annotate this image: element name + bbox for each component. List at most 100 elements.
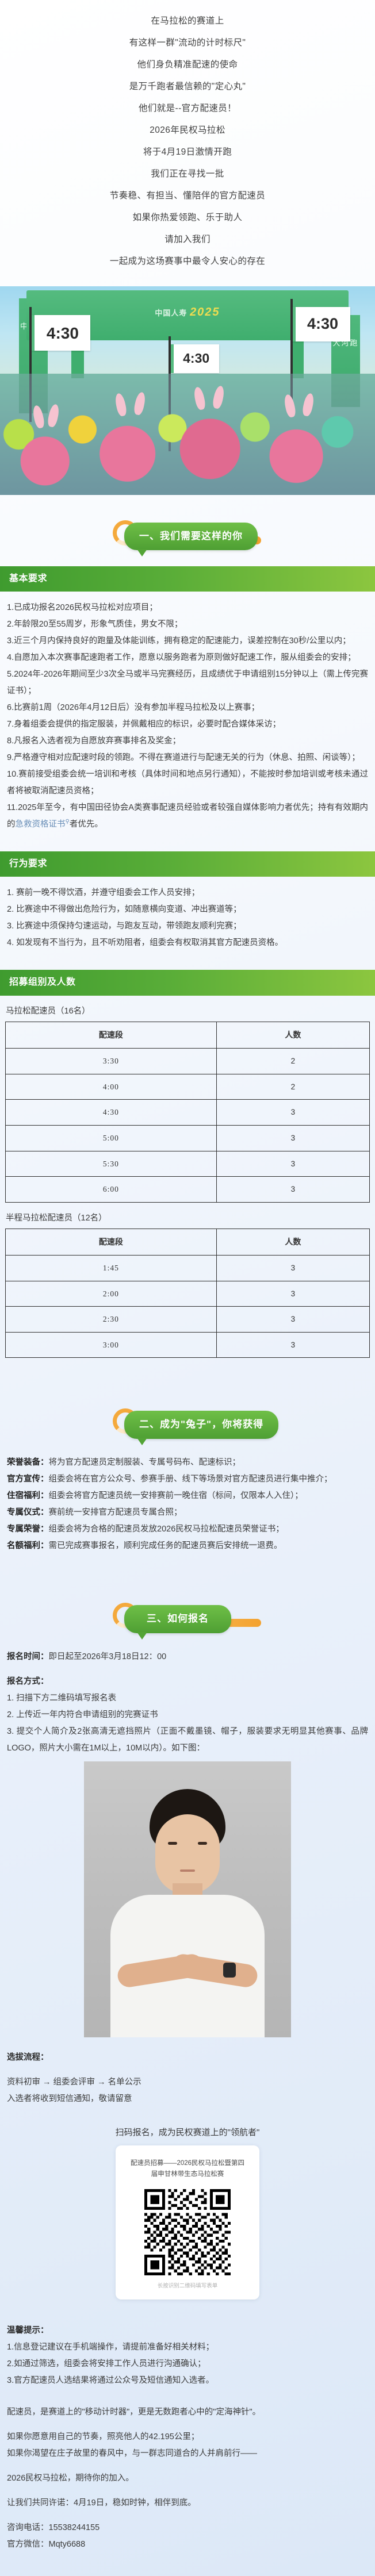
benefit-label: 专属荣誉： <box>7 1525 49 1534</box>
registration-method-label: 报名方式： <box>7 1677 49 1687</box>
requirement-item: 3.近三个月内保持良好的跑量及体能训练，拥有稳定的配速能力，误差控制在30秒/公… <box>7 636 351 646</box>
behavior-item: 3. 比赛途中须保持匀速运动，与跑友互动，带领跑友顺利完赛； <box>7 922 242 931</box>
table-row: 4:30 3 <box>5 1099 370 1126</box>
contact-phone-label: 咨询电话： <box>7 2523 49 2533</box>
qr-caption-line: 配速员招募——2026民权马拉松暨第四 <box>130 2160 245 2167</box>
selection-process-note: 入选者将收到短信通知，敬请留意 <box>7 2094 132 2103</box>
intro-line: 他们身负精准配速的使命 <box>137 59 238 70</box>
cell-pace: 4:00 <box>5 1073 217 1100</box>
first-aid-certificate-label: 急救资格证书 <box>15 820 66 830</box>
arch-year: 2025 <box>190 306 220 319</box>
runner-crowd <box>0 374 375 495</box>
requirement-item: 4.自愿加入本次赛事配速跑者工作，愿意以服务跑者为原则做好配速工作，服从组委会的… <box>7 653 356 663</box>
registration-time-value: 即日起至2026年3月18日12：00 <box>48 1652 167 1662</box>
section-title-3: 三、如何报名 <box>0 1600 375 1640</box>
portrait-eye <box>168 1842 177 1845</box>
benefit-label: 荣誉装备： <box>7 1458 49 1468</box>
intro-line: 节奏稳、有担当、懂陪伴的官方配速员 <box>109 190 266 201</box>
cell-count: 3 <box>216 1254 370 1281</box>
registration-time: 报名时间：即日起至2026年3月18日12：00 <box>7 1649 368 1665</box>
benefit-item: 专属仪式：赛前统一安排官方配速员专属合照； <box>7 1504 368 1521</box>
table-row: 5:00 3 <box>5 1124 370 1151</box>
table-header-row: 配速段 人数 <box>5 1229 370 1256</box>
requirement-item: 7.身着组委会提供的指定服装，并佩戴相应的标识，必要时配合媒体采访； <box>7 720 281 730</box>
subheading-recruit-groups: 招募组别及人数 <box>0 970 375 996</box>
cell-count: 2 <box>216 1073 370 1100</box>
benefit-text: 组委会将为合格的配速员发放2026民权马拉松配速员荣誉证书； <box>48 1525 284 1534</box>
contact-wechat-value: Mqty6688 <box>48 2540 86 2550</box>
benefit-item: 官方宣传：组委会将在官方公众号、参赛手册、线下等场景对官方配速员进行集中推介； <box>7 1471 368 1488</box>
pace-flag: 4:30 <box>290 298 350 414</box>
first-aid-certificate-link[interactable]: 急救资格证书⚲ <box>15 819 70 830</box>
column-header-count: 人数 <box>216 1022 370 1049</box>
cell-pace: 3:00 <box>5 1331 217 1358</box>
table-row: 2:00 3 <box>5 1280 370 1307</box>
registration-info: 报名时间：即日起至2026年3月18日12：00 报名方式： 1. 扫描下方二维… <box>0 1649 375 1757</box>
cell-pace: 1:45 <box>5 1254 217 1281</box>
qr-card[interactable]: 配速员招募——2026民权马拉松暨第四 届申甘林带生态马拉松赛 <box>116 2145 259 2300</box>
registration-step: 1. 扫描下方二维码填写报名表 <box>7 1694 117 1703</box>
table-row: 6:00 3 <box>5 1176 370 1203</box>
cell-count: 3 <box>216 1099 370 1126</box>
table-row: 3:00 3 <box>5 1331 370 1358</box>
intro-line: 我们正在寻找一批 <box>151 168 224 179</box>
cell-pace: 5:30 <box>5 1150 217 1177</box>
intro-line: 请加入我们 <box>164 234 211 244</box>
tip-item: 2.如通过筛选，组委会将安排工作人员进行沟通确认； <box>7 2359 206 2369</box>
cell-count: 2 <box>216 1047 370 1074</box>
portrait-face <box>155 1814 220 1894</box>
benefit-item: 名额福利：需已完成赛事报名，顺利完成任务的配速员赛后安排统一退费。 <box>7 1538 368 1554</box>
column-header-pace: 配速段 <box>5 1229 217 1256</box>
closing-line: 配速员，是赛道上的"移动计时器"，更是无数跑者心中的"定海神针"。 <box>7 2408 261 2417</box>
footer-notes: 温馨提示： 1.信息登记建议在手机端操作，请提前准备好相关材料； 2.如通过筛选… <box>0 2322 375 2553</box>
table-row: 4:00 2 <box>5 1073 370 1100</box>
half-marathon-pacer-table: 配速段 人数 1:45 3 2:00 3 2:30 3 3:00 3 <box>5 1229 370 1358</box>
benefit-text: 组委会将在官方公众号、参赛手册、线下等场景对官方配速员进行集中推介； <box>48 1475 332 1484</box>
arch-text: 中国人寿 2025 <box>26 301 349 323</box>
cell-pace: 2:00 <box>5 1280 217 1307</box>
cell-count: 3 <box>216 1331 370 1358</box>
closing-line: 如果你渴望在庄子故里的春风中，与一群志同道合的人并肩前行—— <box>7 2449 257 2459</box>
requirement-item-11-post: 者优先。 <box>69 820 103 830</box>
intro-poem: 在马拉松的赛道上 有这样一群"流动的计时标尺" 他们身负精准配速的使命 是万千跑… <box>0 0 375 278</box>
behavior-item: 1. 赛前一晚不得饮酒，并遵守组委会工作人员安排； <box>7 888 200 898</box>
tip-item: 1.信息登记建议在手机端操作，请提前准备好相关材料； <box>7 2343 215 2352</box>
qr-section-title: 扫码报名，成为民权赛道上的"领航者" <box>115 2127 260 2137</box>
tips-label: 温馨提示： <box>7 2326 49 2336</box>
sample-portrait-photo <box>84 1761 291 2038</box>
contact-wechat: 官方微信：Mqty6688 <box>7 2536 368 2553</box>
cell-pace: 2:30 <box>5 1306 217 1333</box>
search-icon: ⚲ <box>65 819 70 826</box>
selection-process: 选拔流程： 资料初审 → 组委会评审 → 名单公示 入选者将收到短信通知，敬请留… <box>0 2049 375 2107</box>
pace-flag: 4:30 <box>168 336 219 452</box>
arch-sponsor: 中国人寿 <box>155 309 188 318</box>
closing-line: 2026民权马拉松，期待你的加入。 <box>7 2474 134 2483</box>
qr-code-svg <box>144 2189 231 2276</box>
benefit-label: 住宿福利： <box>7 1491 49 1501</box>
section-title-1: 一、我们需要这样的你 <box>0 518 375 557</box>
table-header-row: 配速段 人数 <box>5 1022 370 1049</box>
qr-caption: 配速员招募——2026民权马拉松暨第四 届申甘林带生态马拉松赛 <box>125 2158 250 2180</box>
behavior-item: 4. 如发现有不当行为，且不听劝阻者，组委会有权取消其官方配速员资格。 <box>7 938 284 948</box>
section-title-1-label: 一、我们需要这样的你 <box>124 522 258 557</box>
behavior-item: 2. 比赛途中不得做出危险行为，如随意横向变道、冲出赛道等； <box>7 905 242 915</box>
requirement-item: 9.严格遵守相对应配速时段的领跑。不得在赛道进行与配速无关的行为（休息、拍照、闲… <box>7 753 360 763</box>
contact-phone: 咨询电话：15538244155 <box>7 2520 368 2536</box>
closing-line: 让我们共同许诺：4月19日，稳如时钟，相伴到底。 <box>7 2498 196 2508</box>
contact-wechat-label: 官方微信： <box>7 2540 49 2550</box>
subheading-behavior-requirements: 行为要求 <box>0 851 375 877</box>
cell-count: 3 <box>216 1124 370 1151</box>
cell-pace: 6:00 <box>5 1176 217 1203</box>
benefit-text: 组委会将官方配速员统一安排赛前一晚住宿（标间，仅限本人入住）； <box>48 1491 303 1501</box>
selection-process-label: 选拔流程： <box>7 2052 49 2062</box>
qr-code-image[interactable] <box>144 2189 231 2276</box>
portrait-watch-icon <box>223 1963 236 1978</box>
section-title-3-label: 三、如何报名 <box>124 1605 231 1640</box>
intro-line: 在马拉松的赛道上 <box>151 16 224 26</box>
full-marathon-table-caption: 马拉松配速员（16名） <box>6 1006 90 1016</box>
cell-count: 3 <box>216 1176 370 1203</box>
requirement-item-11-pre: 11.2025年至今，有中国田径协会A类赛事配速员经验或者较强自媒体影响力者优先… <box>7 803 368 830</box>
cell-pace: 3:30 <box>5 1047 217 1074</box>
intro-line: 是万千跑者最信赖的"定心丸" <box>129 81 246 91</box>
intro-line: 他们就是--官方配速员！ <box>138 103 237 113</box>
